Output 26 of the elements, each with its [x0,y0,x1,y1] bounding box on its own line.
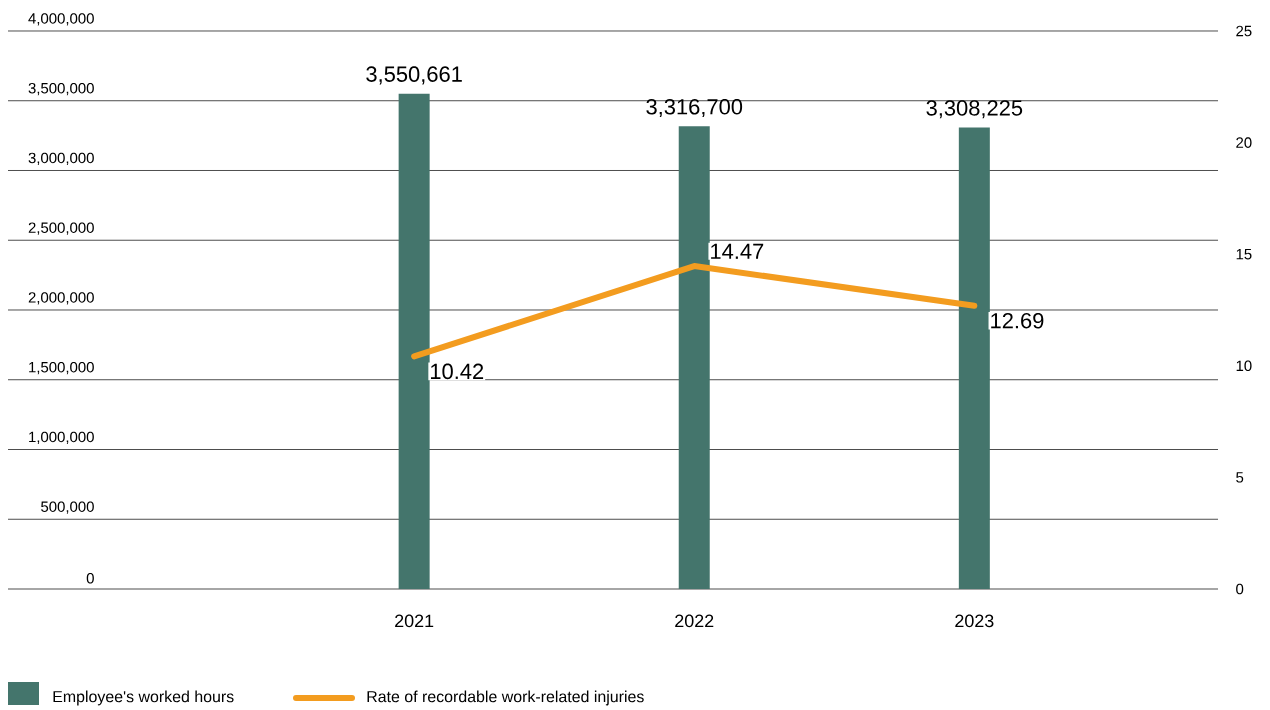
legend-label: Rate of recordable work-related injuries [367,690,644,706]
y2-tick-label: 5 [1236,472,1244,483]
data-label: 10.42 [431,363,484,380]
data-label: 3,550,661 [366,66,462,85]
x-tick-label: 2021 [395,614,434,628]
data-label: 3,308,225 [926,100,1023,119]
y-tick-label: 3,500,000 [28,82,94,96]
y2-tick-label: 10 [1236,360,1252,372]
y2-tick-label: 0 [1236,583,1244,595]
y-tick-label: 1,000,000 [29,431,94,444]
y-tick-label: 0 [86,572,94,584]
y-tick-label: 3,000,000 [28,152,94,165]
y2-tick-label: 20 [1236,137,1252,148]
y2-tick-label: 15 [1236,248,1252,260]
y-tick-label: 4,000,000 [28,13,94,26]
x-tick-label: 2022 [675,614,714,628]
data-label: 3,316,700 [646,99,743,118]
y-tick-label: 2,000,000 [28,292,94,305]
data-label: 12.69 [991,312,1044,329]
data-label: 14.47 [711,243,764,259]
y-tick-label: 1,500,000 [29,361,94,375]
y-tick-label: 2,500,000 [28,222,94,235]
y-tick-label: 500,000 [41,501,94,514]
legend-label: Employee's worked hours [53,690,234,706]
x-tick-label: 2023 [955,614,994,628]
y2-tick-label: 25 [1236,25,1252,37]
